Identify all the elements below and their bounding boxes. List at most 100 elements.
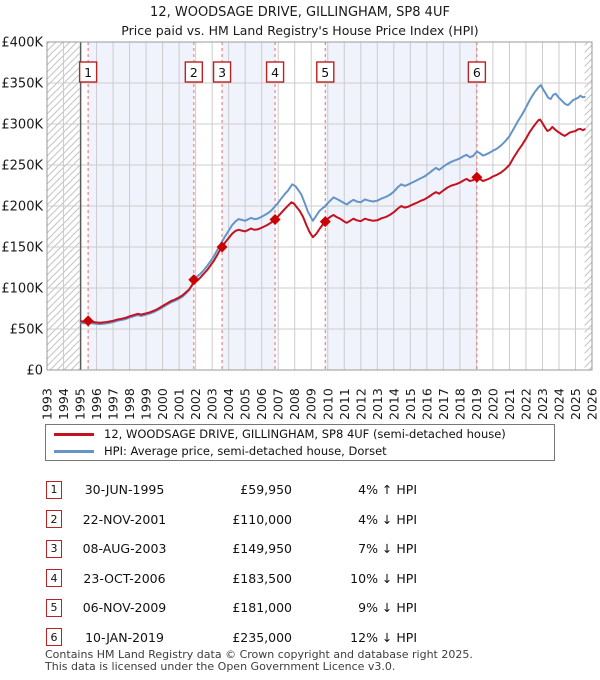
table-row: 6 10-JAN-2019 £235,000 12% ↓ HPI bbox=[46, 623, 556, 653]
table-row: 5 06-NOV-2009 £181,000 9% ↓ HPI bbox=[46, 593, 556, 623]
page-title: 12, WOODSAGE DRIVE, GILLINGHAM, SP8 4UF bbox=[150, 5, 450, 20]
svg-text:1997: 1997 bbox=[106, 388, 121, 420]
svg-text:£50K: £50K bbox=[10, 323, 44, 338]
svg-text:2011: 2011 bbox=[337, 388, 352, 420]
legend-item-price-paid: 12, WOODSAGE DRIVE, GILLINGHAM, SP8 4UF … bbox=[46, 427, 554, 441]
svg-text:2015: 2015 bbox=[403, 388, 418, 420]
svg-text:2020: 2020 bbox=[485, 388, 500, 420]
sale-price: £59,950 bbox=[240, 482, 292, 498]
svg-text:£300K: £300K bbox=[1, 118, 43, 133]
svg-text:2014: 2014 bbox=[386, 388, 401, 420]
sale-hpi-delta: 4% ↑ HPI bbox=[358, 482, 417, 498]
svg-text:£100K: £100K bbox=[1, 282, 43, 297]
page-subtitle: Price paid vs. HM Land Registry's House … bbox=[121, 23, 479, 38]
sale-number-badge: 4 bbox=[46, 569, 62, 588]
svg-text:£400K: £400K bbox=[1, 36, 43, 51]
sale-date: 10-JAN-2019 bbox=[85, 629, 164, 645]
table-row: 4 23-OCT-2006 £183,500 10% ↓ HPI bbox=[46, 564, 556, 594]
svg-text:2016: 2016 bbox=[419, 388, 434, 420]
license-footer: Contains HM Land Registry data © Crown c… bbox=[45, 649, 585, 672]
svg-text:2019: 2019 bbox=[469, 388, 484, 420]
svg-text:2008: 2008 bbox=[287, 388, 302, 420]
svg-text:2009: 2009 bbox=[304, 388, 319, 420]
sale-hpi-delta: 4% ↓ HPI bbox=[358, 511, 417, 527]
table-row: 2 22-NOV-2001 £110,000 4% ↓ HPI bbox=[46, 505, 556, 535]
sale-hpi-delta: 12% ↓ HPI bbox=[350, 629, 417, 645]
hpi-line-swatch bbox=[54, 449, 94, 453]
sale-number-badge: 6 bbox=[46, 628, 62, 647]
plot-border bbox=[46, 41, 593, 371]
sale-date: 23-OCT-2006 bbox=[83, 570, 166, 586]
legend-label: 12, WOODSAGE DRIVE, GILLINGHAM, SP8 4UF … bbox=[104, 427, 506, 441]
sale-price: £183,500 bbox=[232, 570, 292, 586]
sale-date: 30-JUN-1995 bbox=[84, 482, 165, 498]
sale-hpi-delta: 10% ↓ HPI bbox=[350, 570, 417, 586]
svg-text:2018: 2018 bbox=[452, 388, 467, 420]
svg-text:2002: 2002 bbox=[188, 388, 203, 420]
sale-date: 08-AUG-2003 bbox=[82, 541, 167, 557]
sale-date: 22-NOV-2001 bbox=[82, 511, 167, 527]
svg-text:2022: 2022 bbox=[518, 388, 533, 420]
svg-text:2001: 2001 bbox=[172, 388, 187, 420]
price-line-swatch bbox=[54, 432, 94, 436]
svg-text:2006: 2006 bbox=[254, 388, 269, 420]
sale-price: £235,000 bbox=[232, 629, 292, 645]
svg-text:4: 4 bbox=[271, 65, 279, 80]
price-paid-line bbox=[79, 118, 586, 324]
svg-text:2025: 2025 bbox=[568, 388, 583, 420]
legend-item-hpi: HPI: Average price, semi-detached house,… bbox=[46, 444, 554, 458]
sale-number-flags: 1 2 3 4 5 6 bbox=[78, 61, 487, 83]
svg-text:1998: 1998 bbox=[122, 388, 137, 420]
svg-text:£200K: £200K bbox=[1, 200, 43, 215]
x-axis-labels: 1993 1994 1995 1996 1997 1998 1999 2000 2001 2002… bbox=[40, 388, 600, 420]
svg-text:6: 6 bbox=[473, 65, 481, 80]
svg-text:2: 2 bbox=[190, 65, 198, 80]
svg-text:2007: 2007 bbox=[271, 388, 286, 420]
footer-line-2: This data is licensed under the Open Gov… bbox=[45, 659, 396, 673]
svg-text:£150K: £150K bbox=[1, 241, 43, 256]
sale-number-badge: 5 bbox=[46, 598, 62, 617]
sale-price: £110,000 bbox=[232, 511, 292, 527]
sale-price: £149,950 bbox=[232, 541, 292, 557]
price-history-chart: 1 2 3 4 5 6 £0 £50K £100K £150K £200K £250K £300K £35… bbox=[1, 36, 600, 421]
svg-text:1999: 1999 bbox=[139, 388, 154, 420]
svg-text:2005: 2005 bbox=[238, 388, 253, 420]
svg-text:2000: 2000 bbox=[155, 388, 170, 420]
footer-line-1: Contains HM Land Registry data © Crown c… bbox=[45, 648, 473, 661]
svg-text:2017: 2017 bbox=[436, 388, 451, 420]
sale-number-badge: 3 bbox=[46, 539, 62, 558]
sale-point-markers bbox=[82, 171, 483, 327]
svg-text:3: 3 bbox=[218, 65, 226, 80]
sale-number-badge: 2 bbox=[46, 510, 62, 529]
svg-text:£350K: £350K bbox=[1, 77, 43, 92]
svg-text:2004: 2004 bbox=[221, 388, 236, 420]
y-axis-labels: £0 £50K £100K £150K £200K £250K £300K £350K £400… bbox=[1, 36, 43, 379]
svg-text:2021: 2021 bbox=[502, 388, 517, 420]
table-row: 3 08-AUG-2003 £149,950 7% ↓ HPI bbox=[46, 534, 556, 564]
legend-label: HPI: Average price, semi-detached house,… bbox=[104, 444, 387, 458]
svg-text:£0: £0 bbox=[26, 364, 43, 379]
sales-table: 1 30-JUN-1995 £59,950 4% ↑ HPI 2 22-NOV-… bbox=[46, 475, 556, 652]
svg-text:2012: 2012 bbox=[353, 388, 368, 420]
sale-price: £181,000 bbox=[232, 600, 292, 616]
sale-number-badge: 1 bbox=[46, 480, 62, 499]
hpi-line bbox=[79, 84, 586, 326]
table-row: 1 30-JUN-1995 £59,950 4% ↑ HPI bbox=[46, 475, 556, 505]
svg-text:2026: 2026 bbox=[585, 388, 600, 420]
svg-text:2023: 2023 bbox=[535, 388, 550, 420]
svg-text:5: 5 bbox=[321, 65, 329, 80]
svg-text:2003: 2003 bbox=[205, 388, 220, 420]
svg-text:2010: 2010 bbox=[320, 388, 335, 420]
sale-hpi-delta: 9% ↓ HPI bbox=[358, 600, 417, 616]
svg-text:2013: 2013 bbox=[370, 388, 385, 420]
svg-text:1993: 1993 bbox=[40, 388, 55, 420]
sale-hpi-delta: 7% ↓ HPI bbox=[358, 541, 417, 557]
svg-text:1994: 1994 bbox=[56, 388, 71, 420]
svg-text:1: 1 bbox=[84, 65, 92, 80]
svg-text:2024: 2024 bbox=[551, 388, 566, 420]
svg-text:1996: 1996 bbox=[89, 388, 104, 420]
svg-text:£250K: £250K bbox=[1, 159, 43, 174]
svg-text:1995: 1995 bbox=[73, 388, 88, 420]
chart-legend: 12, WOODSAGE DRIVE, GILLINGHAM, SP8 4UF … bbox=[45, 424, 555, 461]
